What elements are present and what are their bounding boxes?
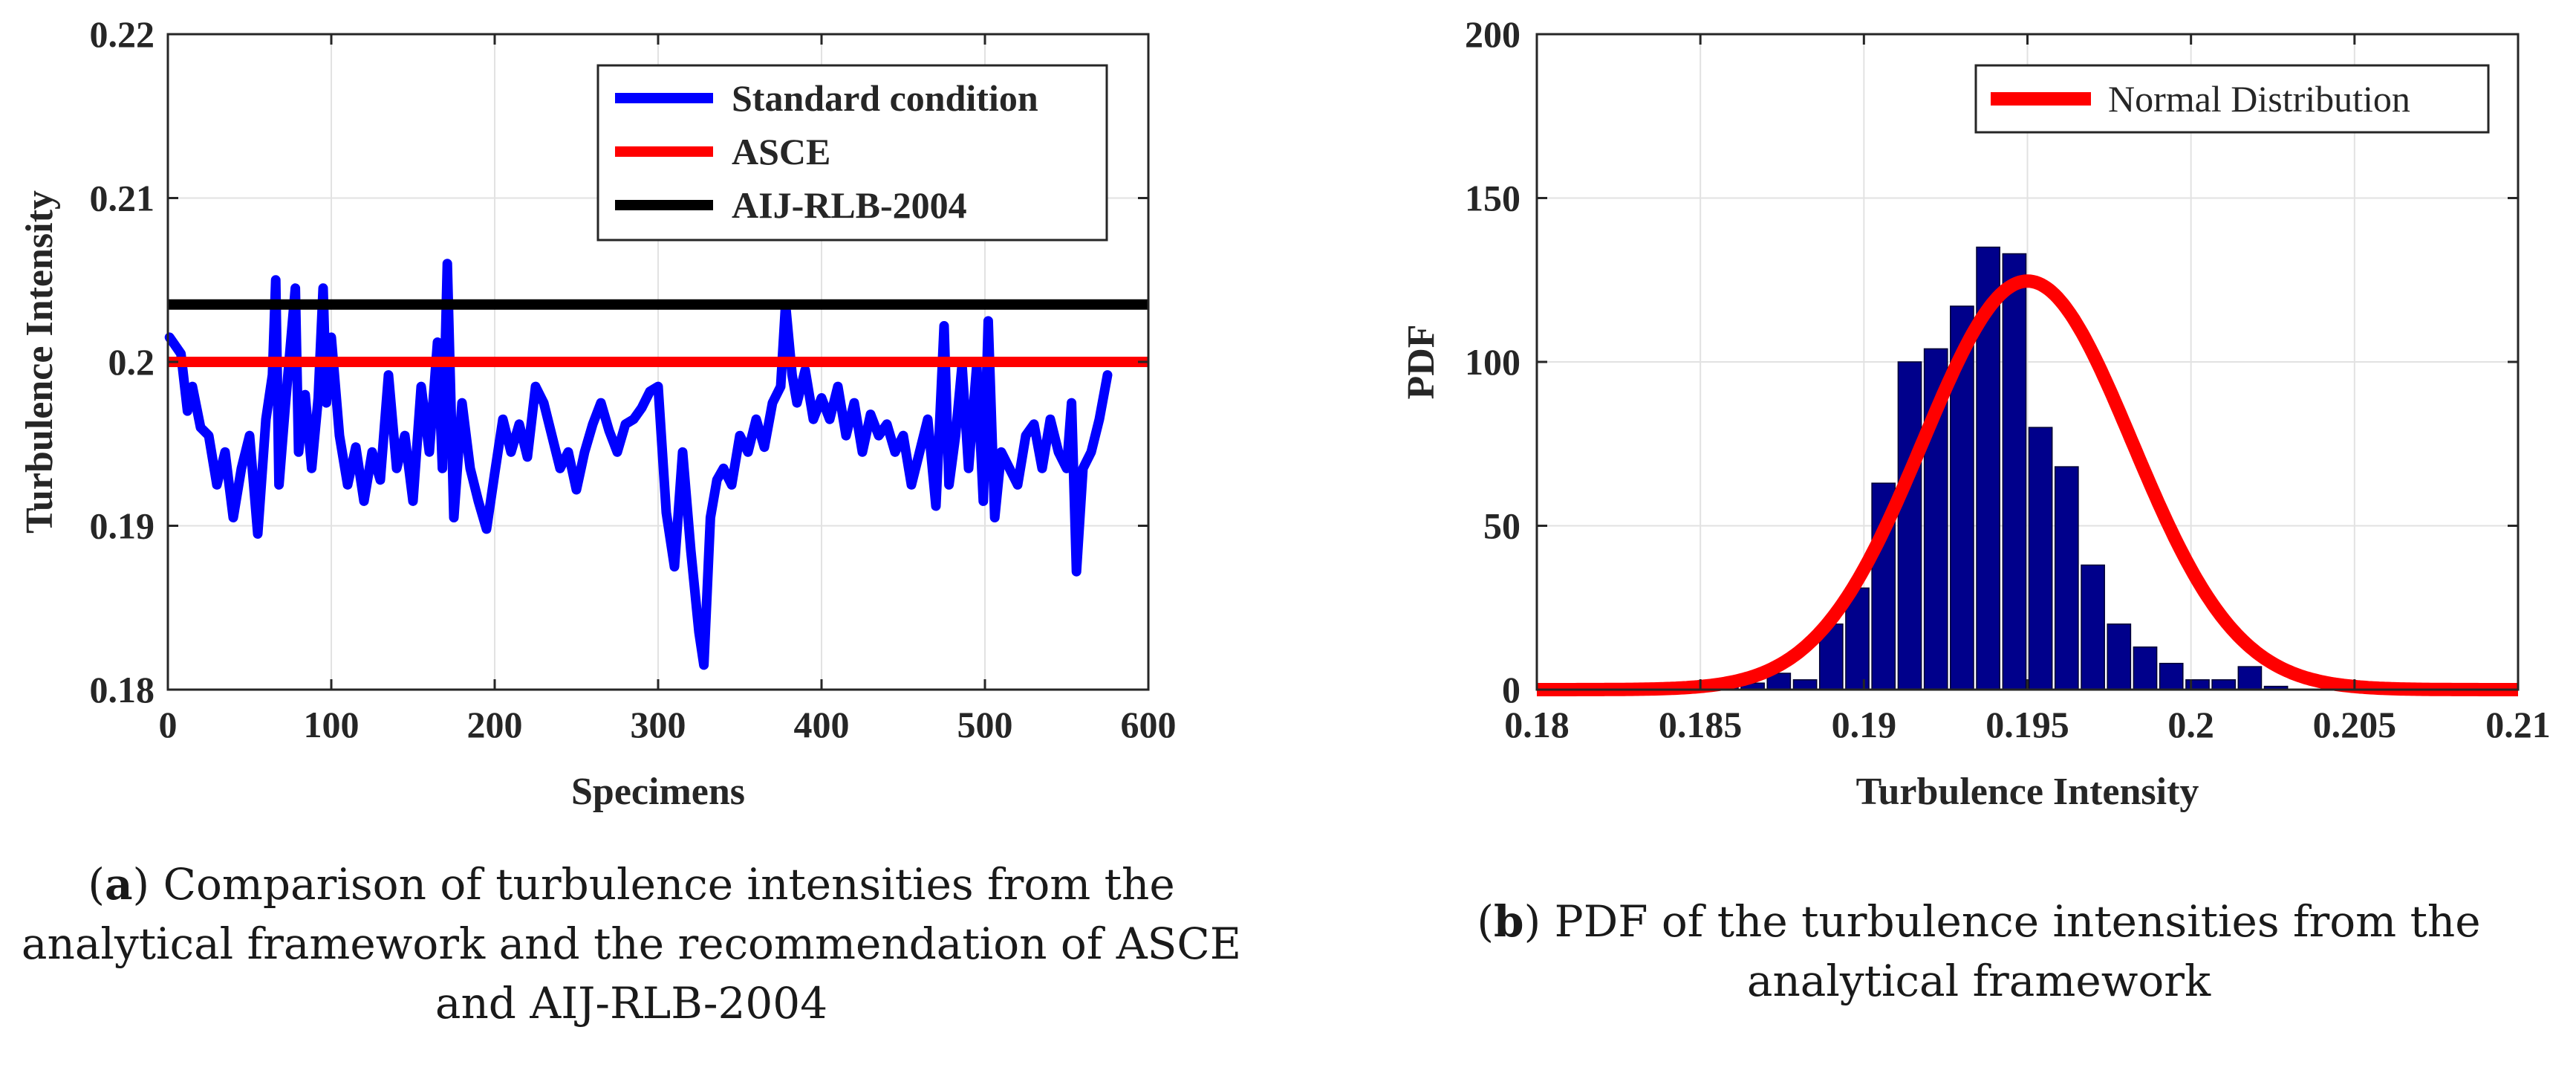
chart-a-legend-label-1: ASCE [732, 131, 830, 172]
chart-b-bar [2054, 466, 2079, 690]
chart-b-bar [2028, 427, 2053, 690]
chart-b-x-tick-label: 0.19 [1832, 704, 1897, 745]
chart-b-x-tick-label: 0.21 [2485, 704, 2551, 745]
chart-a-x-axis-label: Specimens [571, 771, 745, 813]
chart-b-bar [2002, 253, 2027, 690]
chart-a-x-tick-label: 0 [159, 704, 178, 745]
chart-b-bar [2081, 564, 2105, 690]
chart-a-x-tick-label: 500 [957, 704, 1013, 745]
chart-a-series-line-0 [164, 259, 1113, 670]
chart-a-x-tick-label: 300 [631, 704, 686, 745]
caption-b-label: b [1494, 896, 1524, 947]
chart-a-legend-label-2: AIJ-RLB-2004 [732, 184, 967, 226]
chart-b-y-tick-label: 200 [1465, 13, 1520, 55]
caption-a: (a) Comparison of turbulence intensities… [21, 859, 1242, 1029]
chart-b-y-tick-label: 50 [1483, 505, 1520, 547]
chart-b-x-tick-label: 0.205 [2313, 704, 2397, 745]
chart-b-x-tick-label: 0.18 [1504, 704, 1570, 745]
chart-b-bar [1792, 679, 1818, 690]
chart-a-x-tick-label: 100 [304, 704, 360, 745]
chart-b-bar [2133, 646, 2158, 690]
chart-b-x-axis-label: Turbulence Intensity [1856, 771, 2199, 813]
chart-a-y-tick-label: 0.21 [90, 178, 155, 219]
chart-a-legend-label-0: Standard condition [732, 77, 1038, 119]
caption-a-text: Comparison of turbulence intensities fro… [21, 859, 1242, 1029]
caption-b-text: PDF of the turbulence intensities from t… [1541, 896, 2481, 1007]
chart-a-x-tick-label: 200 [467, 704, 523, 745]
chart-a-y-tick-label: 0.18 [90, 669, 155, 710]
chart-b-x-tick-label: 0.2 [2167, 704, 2214, 745]
chart-b-legend: Normal Distribution [1974, 64, 2490, 134]
chart-a-legend: Standard condition ASCE AIJ-RLB-2004 [596, 64, 1108, 242]
caption-a-label: a [104, 859, 133, 910]
chart-b-bar [2159, 662, 2184, 690]
chart-a-y-axis-label: Turbulence Intensity [19, 190, 61, 534]
chart-b-y-axis-label: PDF [1400, 324, 1443, 399]
chart-a-y-tick-label: 0.22 [90, 13, 155, 55]
chart-b-bar [2237, 666, 2263, 690]
chart-b-bar [2107, 623, 2132, 690]
chart-b-bar [2185, 679, 2210, 690]
chart-b-x-tick-label: 0.185 [1659, 704, 1743, 745]
chart-a-y-tick-label: 0.19 [90, 505, 155, 547]
chart-a-x-tick-label: 600 [1121, 704, 1177, 745]
caption-b: (b) PDF of the turbulence intensities fr… [1477, 896, 2481, 1007]
chart-a-y-tick-label: 0.2 [108, 341, 155, 383]
chart-b-x-tick-label: 0.195 [1985, 704, 2069, 745]
chart-a-x-tick-label: 400 [794, 704, 850, 745]
chart-b-y-tick-label: 100 [1465, 341, 1520, 383]
chart-b-legend-label: Normal Distribution [2108, 78, 2410, 120]
chart-b-bars [1714, 246, 2289, 690]
chart-b-bar [2211, 679, 2237, 690]
chart-b-y-tick-label: 150 [1465, 178, 1520, 219]
chart-b-bar [1897, 361, 1922, 690]
chart-b-y-tick-label: 0 [1502, 669, 1520, 710]
chart-b-legend-box [1974, 64, 2490, 134]
